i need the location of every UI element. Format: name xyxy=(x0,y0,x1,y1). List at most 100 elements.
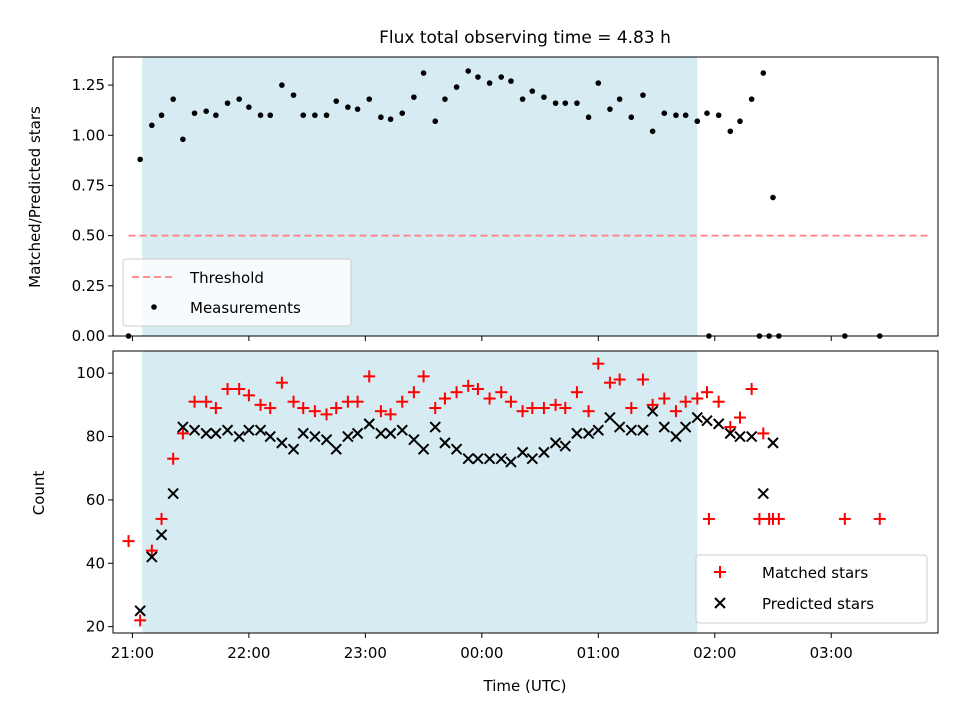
measurement-point xyxy=(649,128,656,135)
measurement-point xyxy=(727,128,734,135)
matched-star-point xyxy=(592,357,605,370)
measurement-point xyxy=(149,122,155,129)
predicted-star-point xyxy=(637,424,649,436)
matched-star-point xyxy=(873,512,886,525)
matched-star-point xyxy=(701,386,713,399)
measurement-point xyxy=(453,84,460,90)
top-axes-frame xyxy=(112,56,939,337)
top-ytick-label: 1.00 xyxy=(72,126,105,144)
top-ytick-label: 0.25 xyxy=(72,277,105,295)
measurement-point xyxy=(694,118,701,125)
matched-star-point xyxy=(167,452,180,465)
matched-star-point xyxy=(242,389,255,402)
legend-measurements-label: Measurements xyxy=(190,299,301,317)
predicted-star-point xyxy=(297,427,309,440)
matched-star-point xyxy=(669,405,682,418)
top-ytick-label: 0.50 xyxy=(72,227,105,245)
predicted-star-point xyxy=(254,424,267,436)
matched-star-point xyxy=(450,386,463,399)
predicted-star-point xyxy=(613,421,626,433)
chart-title: Flux total observing time = 4.83 h xyxy=(379,28,671,48)
matched-star-point xyxy=(320,408,333,421)
predicted-star-point xyxy=(264,430,276,443)
predicted-star-point xyxy=(538,446,550,459)
predicted-star-point xyxy=(167,487,179,500)
measurement-point xyxy=(323,112,330,119)
matched-star-point xyxy=(613,373,626,386)
matched-star-point xyxy=(483,392,496,405)
measurement-point xyxy=(541,94,547,100)
predicted-star-point xyxy=(210,427,222,440)
measurement-point xyxy=(411,94,417,100)
measurement-point xyxy=(475,74,481,80)
predicted-star-point xyxy=(701,415,713,427)
bottom-shade-span xyxy=(142,351,698,633)
predicted-star-point xyxy=(559,440,572,452)
predicted-star-point xyxy=(320,434,333,446)
matched-star-point xyxy=(582,405,595,418)
matched-star-point xyxy=(471,383,484,396)
matched-star-point xyxy=(838,512,851,525)
measurements-series xyxy=(125,68,883,339)
matched-star-point xyxy=(308,405,321,418)
matched-star-point xyxy=(297,402,310,415)
measurement-point xyxy=(529,88,536,94)
predicted-star-point xyxy=(483,453,496,465)
predicted-star-point xyxy=(604,411,616,424)
bottom-y-axis-label: Count xyxy=(30,471,48,516)
matched-star-point xyxy=(658,392,671,405)
predicted-star-point xyxy=(582,427,595,440)
measurement-point xyxy=(607,106,613,112)
measurement-point xyxy=(508,78,514,84)
predicted-star-point xyxy=(429,421,441,433)
matched-star-point xyxy=(429,402,442,415)
predicted-star-point xyxy=(396,424,408,436)
predicted-star-point xyxy=(670,430,682,443)
bottom-ytick-label: 80 xyxy=(86,428,105,446)
measurement-point xyxy=(224,100,231,106)
predicted-star-point xyxy=(724,427,737,440)
measurement-point xyxy=(312,112,318,119)
measurement-point xyxy=(562,100,569,106)
predicted-star-point xyxy=(450,443,463,455)
measurement-point xyxy=(378,114,384,121)
matched-star-point xyxy=(122,535,135,548)
measurement-point xyxy=(585,114,592,121)
matched-star-point xyxy=(757,427,770,440)
predicted-star-point xyxy=(233,430,245,443)
predicted-star-point xyxy=(276,437,288,449)
predicted-star-point xyxy=(472,453,484,465)
matched-star-point xyxy=(209,402,222,415)
matched-star-point xyxy=(407,386,420,399)
predicted-star-point xyxy=(146,551,158,563)
predicted-star-point xyxy=(679,421,692,433)
matched-star-point xyxy=(462,379,475,392)
measurement-point xyxy=(158,112,165,119)
matched-star-point xyxy=(570,386,583,399)
measurement-point xyxy=(267,112,274,119)
measurement-point xyxy=(715,112,722,119)
top-y-axis-label: Matched/Predicted stars xyxy=(26,106,44,288)
measurement-point xyxy=(279,82,285,88)
predicted-star-point xyxy=(625,424,638,436)
predicted-star-point xyxy=(549,437,562,449)
bottom-legend: Matched stars Predicted stars xyxy=(695,554,928,624)
matched-star-point xyxy=(254,398,267,411)
predicted-star-point xyxy=(495,453,507,465)
matched-star-point xyxy=(134,614,147,627)
top-panel: 0.00 0.25 0.50 0.75 1.00 1.25 Matched/Predict… xyxy=(26,56,939,345)
legend-predicted-swatch xyxy=(714,597,726,609)
predicted-star-point xyxy=(734,430,746,443)
matched-star-point xyxy=(559,402,572,415)
predicted-star-point xyxy=(712,418,725,430)
measurement-point xyxy=(203,108,209,114)
matched-star-point xyxy=(396,395,409,408)
bottom-y-ticks: 20 40 60 80 100 xyxy=(76,364,113,636)
top-y-ticks: 0.00 0.25 0.50 0.75 1.00 1.25 xyxy=(72,76,113,345)
matched-star-point xyxy=(155,512,168,525)
measurement-point xyxy=(640,92,646,98)
predicted-star-point xyxy=(330,443,342,455)
measurement-point xyxy=(704,110,710,117)
measurement-point xyxy=(770,194,776,201)
